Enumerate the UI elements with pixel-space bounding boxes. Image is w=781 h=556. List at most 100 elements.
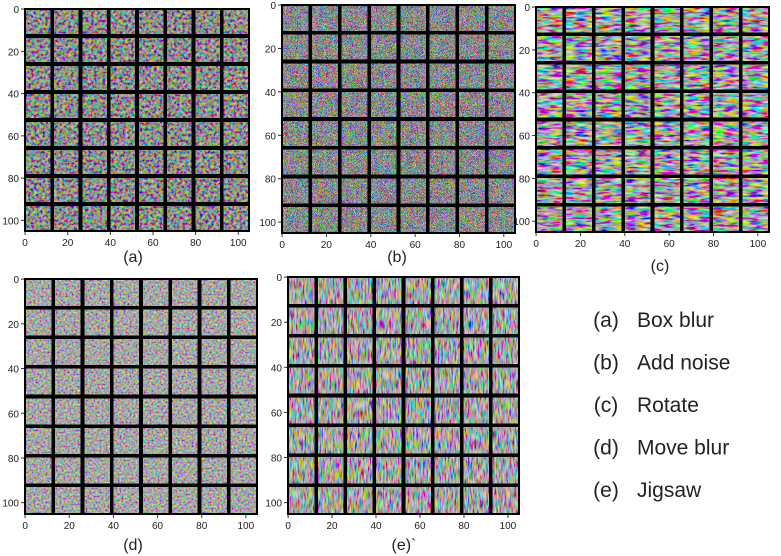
- filter-tile: [82, 38, 107, 62]
- filter-tile: [54, 178, 79, 202]
- filter-tile: [195, 10, 220, 34]
- y-tick-label: 0: [524, 3, 530, 14]
- filter-tile: [283, 178, 309, 204]
- x-tick-label: 60: [414, 521, 426, 532]
- filter-tile: [400, 92, 426, 117]
- legend-key: (d): [593, 437, 619, 460]
- filter-tile: [566, 149, 592, 175]
- x-tick-label: 80: [454, 240, 466, 251]
- y-tick-label: 100: [259, 218, 276, 229]
- filter-tile: [289, 487, 315, 513]
- filter-tile: [139, 206, 164, 230]
- filter-tile: [488, 149, 514, 175]
- filter-tile: [54, 10, 79, 34]
- filter-tile: [429, 34, 456, 60]
- filter-tile: [371, 34, 397, 60]
- filter-tile: [230, 280, 256, 306]
- filter-tile: [82, 122, 107, 146]
- filter-tile: [371, 207, 397, 232]
- filter-tile: [113, 280, 139, 306]
- x-tick-label: 0: [22, 521, 28, 532]
- filter-tile: [405, 487, 431, 513]
- y-tick-label: 60: [519, 132, 531, 143]
- filter-tile: [683, 178, 710, 203]
- filter-tile: [26, 309, 52, 336]
- filter-tile: [230, 457, 256, 484]
- filter-tile: [654, 93, 680, 118]
- filter-tile: [742, 36, 768, 61]
- filter-tile: [143, 280, 169, 306]
- filter-tile: [82, 150, 107, 174]
- filter-tile: [318, 367, 344, 394]
- filter-tile: [289, 397, 315, 424]
- filter-tile: [371, 178, 397, 204]
- filter-tile: [537, 149, 563, 175]
- filter-tile: [400, 178, 426, 204]
- filter-tile: [625, 93, 651, 118]
- filter-tile: [82, 178, 107, 202]
- filter-tile: [347, 427, 373, 454]
- filter-tile: [312, 121, 338, 146]
- filter-tile: [110, 66, 135, 90]
- filter-tile: [201, 339, 227, 365]
- filter-tile: [429, 63, 456, 89]
- x-tick-label: 80: [708, 239, 720, 250]
- filter-tile: [341, 6, 368, 31]
- filter-tile: [405, 307, 431, 334]
- filter-tile: [167, 206, 192, 230]
- filter-tile: [347, 367, 373, 394]
- filter-tile: [26, 38, 51, 62]
- filter-tile: [488, 178, 514, 204]
- filter-tile: [488, 34, 514, 60]
- filter-tile: [625, 178, 651, 203]
- filter-tile: [26, 487, 52, 513]
- filter-tile: [110, 94, 135, 118]
- filter-tile: [405, 278, 431, 304]
- filter-tile: [488, 207, 514, 232]
- filter-tile: [230, 428, 256, 454]
- filter-tile: [347, 457, 373, 484]
- filter-tile: [201, 487, 227, 513]
- filter-tile: [713, 36, 739, 61]
- filter-tile: [341, 63, 368, 89]
- filter-tile: [139, 66, 164, 90]
- filter-tile: [434, 457, 460, 484]
- filter-tile: [371, 121, 397, 146]
- filter-tile: [625, 8, 651, 33]
- filter-tile: [742, 121, 768, 146]
- filter-tile: [318, 397, 344, 424]
- filter-tile: [376, 397, 402, 424]
- filter-tile: [195, 178, 220, 202]
- filter-tile: [84, 487, 110, 513]
- y-tick-label: 40: [519, 89, 531, 100]
- filter-tile: [312, 149, 338, 175]
- filter-tile: [429, 121, 456, 146]
- filter-tile: [459, 63, 485, 89]
- filter-tile: [347, 337, 373, 364]
- filter-tile: [172, 398, 198, 425]
- filter-tile: [110, 38, 135, 62]
- filter-tile: [143, 309, 169, 336]
- filter-tile: [566, 121, 592, 146]
- y-tick-label: 20: [265, 44, 277, 55]
- filter-tile: [82, 66, 107, 90]
- filter-tile: [195, 94, 220, 118]
- y-tick-label: 60: [8, 409, 20, 420]
- filter-tile: [429, 149, 456, 175]
- filter-tile: [289, 427, 315, 454]
- filter-tile: [139, 38, 164, 62]
- filter-tile: [195, 150, 220, 174]
- filter-tile: [595, 206, 622, 231]
- panel-label: (e)`: [392, 537, 417, 554]
- filter-tile: [312, 207, 338, 232]
- filter-tile: [400, 6, 426, 31]
- filter-tile: [223, 94, 248, 118]
- filter-tile: [54, 94, 79, 118]
- filter-tile: [405, 397, 431, 424]
- filter-tile: [283, 92, 309, 117]
- filter-tile: [713, 121, 739, 146]
- filter-tile: [283, 6, 309, 31]
